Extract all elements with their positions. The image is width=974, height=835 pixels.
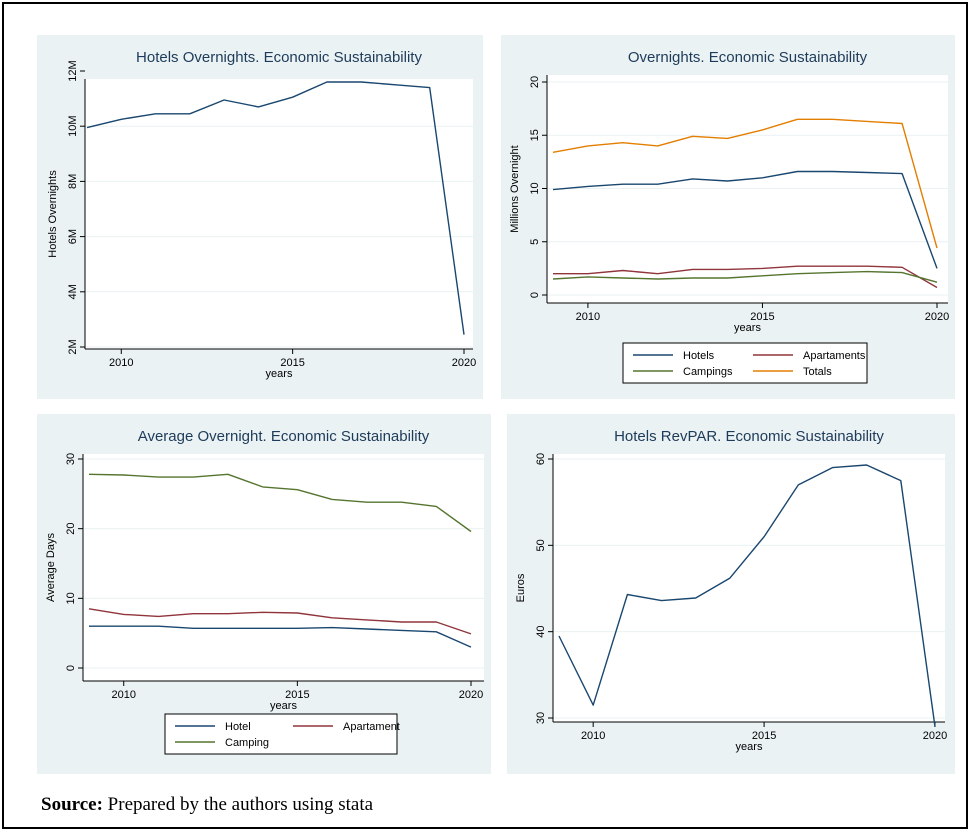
plot-area — [83, 454, 484, 681]
plot-area — [85, 79, 473, 349]
y-tick-label: 50 — [535, 539, 547, 551]
legend-label: Apartament — [343, 721, 400, 733]
series-line-hotels — [552, 170, 938, 269]
y-tick-label: 5 — [529, 239, 541, 245]
y-tick-label: 8M — [67, 174, 79, 189]
x-tick-label: 2010 — [109, 357, 133, 369]
y-tick-label: 2M — [67, 339, 79, 354]
series-line-main — [86, 81, 465, 335]
chart-title: Average Overnight. Economic Sustainabili… — [138, 428, 430, 445]
chart-panel-overnights: Overnights. Economic Sustainability 0 5 10 1… — [501, 35, 955, 399]
hotels-overnights-chart: Hotels Overnights. Economic Sustainabili… — [47, 49, 476, 380]
y-tick-label: 10 — [65, 592, 77, 604]
y-tick-label: 4M — [67, 284, 79, 299]
y-axis-label: Millions Overnight — [509, 145, 521, 232]
y-tick-label: 10M — [67, 115, 79, 136]
legend-label: Totals — [803, 366, 832, 378]
x-axis-label: years — [266, 368, 293, 380]
y-tick-label: 30 — [535, 712, 547, 724]
source-label: Source: — [41, 794, 103, 815]
y-tick-label: 15 — [529, 129, 541, 141]
y-axis-label: Average Days — [45, 533, 57, 602]
legend-label: Hotels — [683, 350, 715, 362]
x-tick-label: 2020 — [452, 357, 476, 369]
x-tick-label: 2020 — [459, 689, 483, 701]
legend-label: Apartaments — [803, 350, 866, 362]
y-tick-label: 12M — [67, 60, 79, 81]
plot-area — [553, 454, 945, 722]
y-tick-label: 20 — [65, 523, 77, 535]
series-line-apartaments — [553, 265, 938, 289]
x-tick-label: 2015 — [280, 357, 304, 369]
series-line-camping — [88, 473, 472, 533]
x-tick-label: 2010 — [576, 311, 600, 323]
source-note: Source: Prepared by the authors using st… — [41, 794, 373, 816]
series-line-campings — [552, 270, 938, 283]
series-line-main — [558, 464, 936, 727]
y-axis-label: Euros — [515, 573, 527, 602]
legend-label: Campings — [683, 366, 733, 378]
chart-panel-hotels-revpar: Hotels RevPAR. Economic Sustainability 30… — [507, 414, 955, 774]
x-tick-label: 2020 — [925, 311, 949, 323]
y-tick-label: 40 — [535, 626, 547, 638]
hotels-revpar-chart: Hotels RevPAR. Economic Sustainability 30… — [515, 428, 947, 753]
chart-panel-hotels-overnights: Hotels Overnights. Economic Sustainabili… — [37, 35, 483, 399]
y-tick-label: 6M — [67, 229, 79, 244]
x-tick-label: 2010 — [111, 689, 135, 701]
chart-panel-average-overnight: Average Overnight. Economic Sustainabili… — [37, 414, 491, 774]
average-overnight-chart: Average Overnight. Economic Sustainabili… — [45, 428, 484, 755]
series-line-totals — [552, 118, 938, 249]
x-tick-label: 2020 — [923, 730, 947, 742]
overnights-chart: Overnights. Economic Sustainability 0 5 10 1… — [509, 49, 949, 384]
y-tick-label: 30 — [65, 453, 77, 465]
y-tick-label: 20 — [529, 76, 541, 88]
x-tick-label: 2010 — [581, 730, 605, 742]
x-axis-label: years — [734, 322, 761, 334]
y-axis-label: Hotels Overnights — [47, 170, 59, 258]
x-axis-label: years — [736, 741, 763, 753]
x-tick-label: 2015 — [750, 311, 774, 323]
series-line-apartament — [88, 608, 472, 635]
legend-box — [622, 342, 868, 384]
x-tick-label: 2015 — [285, 689, 309, 701]
y-tick-label: 10 — [529, 182, 541, 194]
y-tick-label: 0 — [529, 292, 541, 298]
x-axis-label: years — [270, 700, 297, 712]
y-tick-label: 60 — [535, 453, 547, 465]
legend-box — [164, 713, 398, 755]
x-tick-label: 2015 — [752, 730, 776, 742]
series-line-hotel — [89, 625, 472, 648]
legend-label: Camping — [225, 737, 269, 749]
chart-title: Hotels Overnights. Economic Sustainabili… — [136, 49, 422, 66]
chart-title: Hotels RevPAR. Economic Sustainability — [614, 428, 884, 445]
legend-label: Hotel — [225, 721, 251, 733]
source-text: Prepared by the authors using stata — [107, 794, 374, 815]
y-tick-label: 0 — [65, 665, 77, 671]
chart-title: Overnights. Economic Sustainability — [628, 49, 868, 66]
